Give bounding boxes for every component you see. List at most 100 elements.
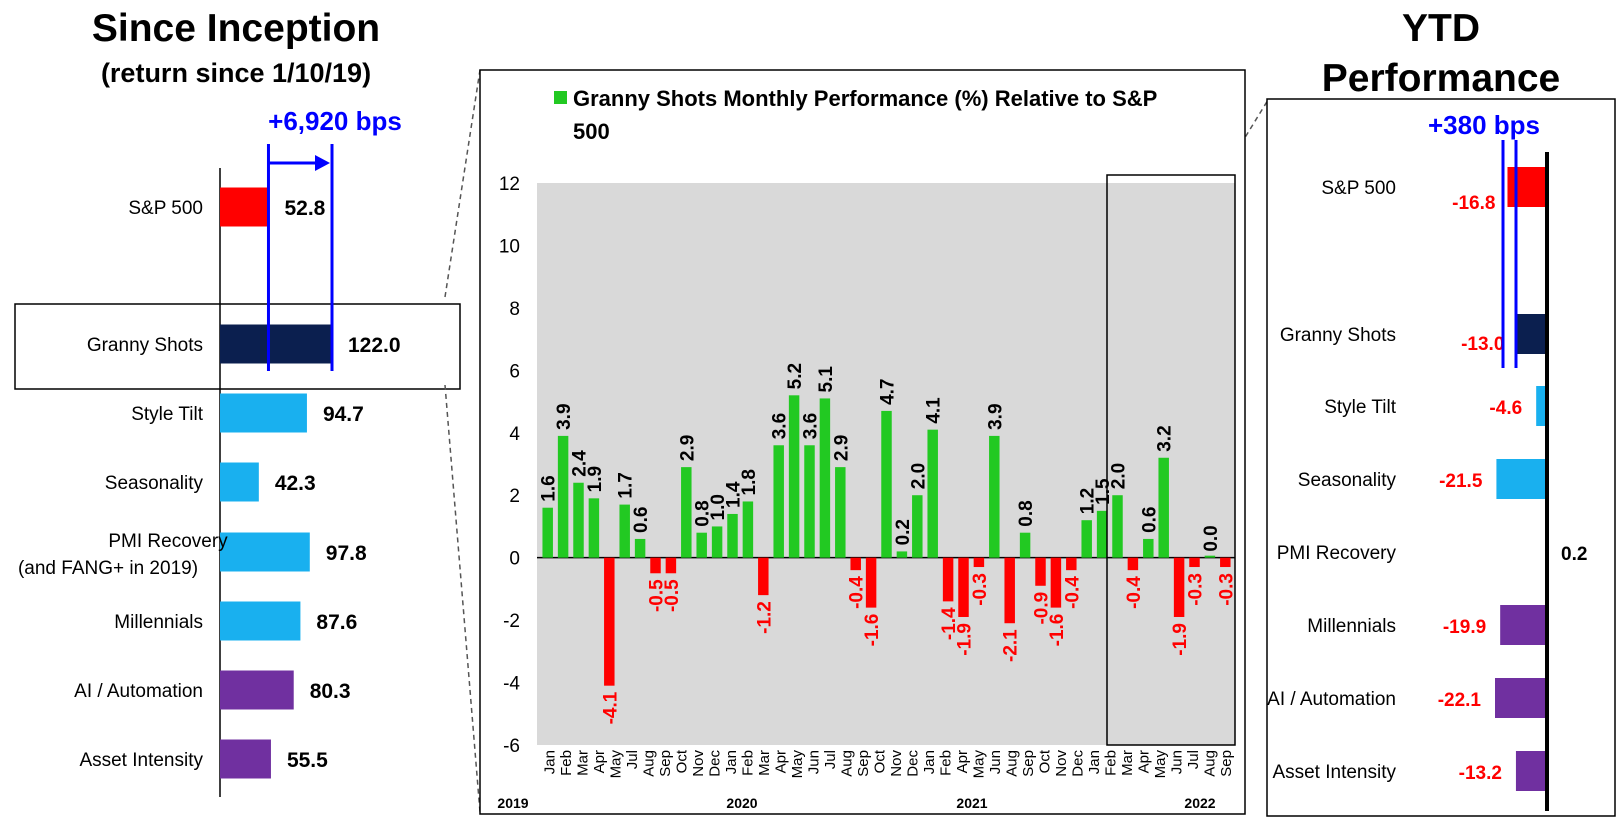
monthly-bar xyxy=(727,513,738,558)
monthly-value-label: 1.9 xyxy=(585,466,606,492)
monthly-value-label: 2.0 xyxy=(1109,463,1130,489)
monthly-value-label: 1.2 xyxy=(1078,488,1099,514)
monthly-value-label: -1.2 xyxy=(754,601,775,634)
monthly-value-label: 1.5 xyxy=(1093,478,1114,505)
month-tick-label: Jul xyxy=(822,750,839,769)
ytd-value-millennials: -19.9 xyxy=(1443,617,1486,638)
monthly-bar xyxy=(819,398,831,558)
monthly-value-label: 0.8 xyxy=(1016,500,1037,526)
monthly-bar xyxy=(881,410,892,558)
ytd-bar-ai-automation xyxy=(1495,678,1547,718)
y-tick-label: 10 xyxy=(499,236,520,257)
y-axis: -6 -4 -2 0 2 4 6 8 10 12 xyxy=(499,174,1235,757)
month-tick-label: Jun xyxy=(987,750,1004,774)
monthly-bar xyxy=(604,557,615,686)
year-label: 2021 xyxy=(956,795,987,811)
monthly-bar xyxy=(758,557,769,596)
monthly-bar xyxy=(1173,557,1185,617)
month-tick-label: Apr xyxy=(1135,750,1152,773)
ytd-value-asset-intensity: -13.2 xyxy=(1459,763,1502,784)
inception-bar-granny-shots xyxy=(220,324,332,364)
monthly-performance-panel: Granny Shots Monthly Performance (%) Rel… xyxy=(479,69,1246,815)
month-tick-label: Aug xyxy=(640,750,657,777)
inception-category-s-p-500: S&P 500 xyxy=(128,198,203,219)
monthly-bar xyxy=(788,395,800,558)
y-tick-label: 2 xyxy=(509,486,520,507)
month-tick-label: Sep xyxy=(855,750,872,777)
inception-category-ai-automation: AI / Automation xyxy=(74,681,203,702)
month-tick-label: Jan xyxy=(723,750,740,774)
month-tick-label: Dec xyxy=(706,750,723,777)
monthly-bar xyxy=(942,557,954,602)
monthly-bar xyxy=(619,504,630,558)
monthly-value-label: 3.6 xyxy=(801,413,822,439)
ytd-category-ai-automation: AI / Automation xyxy=(1267,689,1396,710)
inception-value-pmi-recovery-and-fang-in-2019: 97.8 xyxy=(326,542,367,565)
month-tick-label: Sep xyxy=(1020,750,1037,777)
monthly-bar xyxy=(742,501,754,558)
month-tick-label: Apr xyxy=(772,750,789,773)
ytd-bar-granny-shots xyxy=(1516,314,1547,354)
month-tick-label: Aug xyxy=(1201,750,1218,777)
monthly-bar xyxy=(927,429,938,558)
inception-value-asset-intensity: 55.5 xyxy=(287,749,328,772)
monthly-value-label: 2.0 xyxy=(908,463,929,489)
y-tick-label: 4 xyxy=(509,424,520,445)
y-tick-label: 8 xyxy=(509,299,520,320)
monthly-bar xyxy=(989,435,1000,558)
ytd-performance-panel: YTD Performance +380 bps S&P 500 -16.8 Gra… xyxy=(1266,7,1616,817)
month-tick-label: Mar xyxy=(1119,750,1136,776)
spread-arrowhead xyxy=(315,155,330,171)
month-tick-label: Jun xyxy=(1168,750,1185,774)
monthly-bar xyxy=(681,467,692,558)
monthly-value-label: 3.9 xyxy=(985,403,1006,429)
monthly-value-label: 0.0 xyxy=(1201,525,1222,551)
y-tick-label: 6 xyxy=(509,361,520,382)
monthly-bar xyxy=(804,445,815,558)
inception-category-style-tilt: Style Tilt xyxy=(131,404,204,425)
monthly-value-label: 5.2 xyxy=(785,363,806,389)
monthly-value-label: -0.4 xyxy=(1062,576,1083,609)
ytd-highlight-box xyxy=(1106,174,1236,746)
monthly-value-label: 3.2 xyxy=(1155,425,1176,451)
ytd-category-seasonality: Seasonality xyxy=(1298,470,1397,491)
monthly-bars: 1.63.92.41.9-4.11.70.6-0.5-0.52.90.81.01… xyxy=(539,363,1238,725)
ytd-title-line1: YTD xyxy=(1402,7,1480,50)
ytd-chart-frame xyxy=(1266,98,1616,817)
monthly-bar xyxy=(1143,538,1154,558)
monthly-value-label: -1.9 xyxy=(955,623,976,656)
month-tick-label: Feb xyxy=(1102,750,1119,776)
inception-bar-ai-automation xyxy=(220,670,294,710)
ytd-spread-label: +380 bps xyxy=(1428,110,1540,140)
y-tick-label: -6 xyxy=(503,736,520,757)
monthly-bar xyxy=(850,557,861,571)
monthly-value-label: 1.4 xyxy=(724,481,745,508)
monthly-bar xyxy=(696,532,707,558)
since-inception-panel: Since Inception (return since 1/10/19) +… xyxy=(14,7,461,797)
inception-category-asset-intensity: Asset Intensity xyxy=(79,750,203,771)
inception-bar-pmi-recovery-and-fang-in-2019 xyxy=(220,532,310,572)
ytd-bar-asset-intensity xyxy=(1515,751,1547,791)
ytd-category-millennials: Millennials xyxy=(1307,616,1396,637)
monthly-value-label: -0.4 xyxy=(1124,576,1145,609)
month-tick-label: Mar xyxy=(574,750,591,776)
since-inception-subtitle: (return since 1/10/19) xyxy=(101,58,371,88)
inception-category-pmi-recovery-and-fang-in-2019: PMI Recovery (and FANG+ in 2019) xyxy=(18,531,228,579)
monthly-bar xyxy=(973,557,985,568)
monthly-value-label: 2.9 xyxy=(831,435,852,461)
monthly-value-label: -0.9 xyxy=(1032,592,1053,625)
monthly-value-label: -1.6 xyxy=(1047,614,1068,647)
month-tick-label: Nov xyxy=(1053,750,1070,777)
month-tick-label: May xyxy=(970,750,987,779)
monthly-value-label: -0.3 xyxy=(1186,573,1207,606)
month-tick-label: Oct xyxy=(673,749,690,773)
month-tick-label: Sep xyxy=(657,750,674,777)
y-tick-label: 0 xyxy=(509,549,520,570)
monthly-bar xyxy=(865,557,877,608)
inception-category-seasonality: Seasonality xyxy=(105,473,204,494)
month-tick-label: Aug xyxy=(838,750,855,777)
month-tick-label: Sep xyxy=(1218,750,1235,777)
month-tick-label: Feb xyxy=(937,750,954,776)
y-tick-label: 12 xyxy=(499,174,520,195)
month-tick-label: Dec xyxy=(1069,750,1086,777)
